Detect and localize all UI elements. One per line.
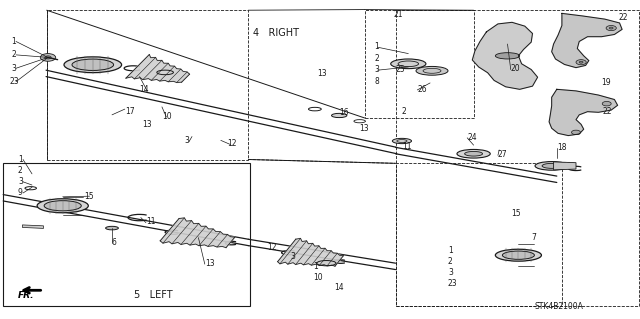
Text: 12: 12 [227, 139, 237, 148]
Text: 22: 22 [619, 13, 628, 22]
Text: 18: 18 [557, 143, 566, 152]
Text: 6: 6 [112, 238, 117, 247]
Text: 2: 2 [402, 107, 406, 116]
Text: 3: 3 [12, 64, 17, 73]
Text: 1: 1 [314, 262, 318, 271]
Text: 3: 3 [18, 177, 23, 186]
Text: 13: 13 [142, 120, 152, 129]
Polygon shape [126, 55, 189, 83]
Polygon shape [160, 218, 235, 248]
Polygon shape [22, 225, 44, 228]
Text: 23: 23 [10, 77, 19, 86]
Ellipse shape [72, 59, 114, 70]
Text: 1: 1 [12, 37, 16, 46]
Text: FR.: FR. [17, 291, 34, 300]
Circle shape [579, 61, 583, 63]
Ellipse shape [465, 152, 483, 156]
Ellipse shape [416, 66, 448, 75]
Text: 22: 22 [603, 107, 612, 116]
Text: 12: 12 [268, 243, 277, 252]
Text: 24: 24 [467, 133, 477, 142]
Text: 21: 21 [394, 10, 403, 19]
Text: 19: 19 [602, 78, 611, 87]
Ellipse shape [44, 201, 81, 211]
Text: 4   RIGHT: 4 RIGHT [253, 28, 299, 39]
Ellipse shape [64, 57, 122, 73]
Text: 20: 20 [511, 64, 520, 73]
Text: 13: 13 [317, 69, 326, 78]
Text: 9: 9 [18, 189, 23, 197]
Polygon shape [472, 22, 538, 89]
Text: 17: 17 [125, 107, 134, 116]
Text: STK4B2100A: STK4B2100A [534, 302, 583, 311]
Ellipse shape [332, 113, 347, 118]
Circle shape [45, 56, 51, 59]
Polygon shape [549, 89, 618, 136]
Text: 1: 1 [374, 42, 379, 51]
Text: 23: 23 [448, 279, 458, 288]
Ellipse shape [457, 149, 490, 158]
Text: 3: 3 [184, 137, 189, 145]
Text: 2: 2 [374, 54, 379, 63]
Text: 2: 2 [448, 257, 452, 266]
Ellipse shape [542, 163, 561, 168]
Text: 14: 14 [140, 85, 149, 94]
Text: 8: 8 [374, 77, 379, 86]
Ellipse shape [37, 199, 88, 213]
Text: 3: 3 [374, 65, 380, 74]
Ellipse shape [106, 226, 118, 230]
Ellipse shape [502, 251, 534, 259]
Circle shape [40, 54, 56, 61]
Text: 14: 14 [334, 283, 344, 292]
Text: 1: 1 [448, 246, 452, 255]
Ellipse shape [317, 261, 336, 266]
Text: 13: 13 [205, 259, 214, 268]
Ellipse shape [495, 53, 520, 59]
Text: 16: 16 [339, 108, 349, 117]
Text: 1: 1 [18, 155, 22, 164]
Circle shape [609, 27, 613, 29]
Text: 10: 10 [162, 112, 172, 121]
Circle shape [576, 60, 586, 65]
Circle shape [606, 26, 616, 31]
Polygon shape [554, 162, 576, 170]
Polygon shape [552, 13, 622, 68]
Text: 3: 3 [290, 252, 295, 261]
Text: 10: 10 [314, 273, 323, 282]
Text: 25: 25 [396, 65, 405, 74]
Text: 2: 2 [12, 50, 16, 59]
Polygon shape [278, 238, 344, 266]
Text: 13: 13 [360, 124, 369, 133]
Text: 7: 7 [531, 233, 536, 242]
Ellipse shape [392, 138, 412, 144]
Text: 15: 15 [84, 192, 94, 201]
Circle shape [572, 130, 580, 135]
Circle shape [602, 101, 611, 106]
Text: 27: 27 [498, 150, 508, 159]
Ellipse shape [390, 59, 426, 69]
Text: 11: 11 [146, 217, 156, 226]
Text: 26: 26 [417, 85, 427, 94]
Text: 5   LEFT: 5 LEFT [134, 290, 173, 300]
Ellipse shape [495, 249, 541, 261]
Text: 3: 3 [448, 268, 453, 277]
Text: 11: 11 [402, 142, 412, 151]
Ellipse shape [535, 161, 568, 170]
Text: 2: 2 [18, 166, 22, 175]
Text: 15: 15 [511, 209, 520, 218]
